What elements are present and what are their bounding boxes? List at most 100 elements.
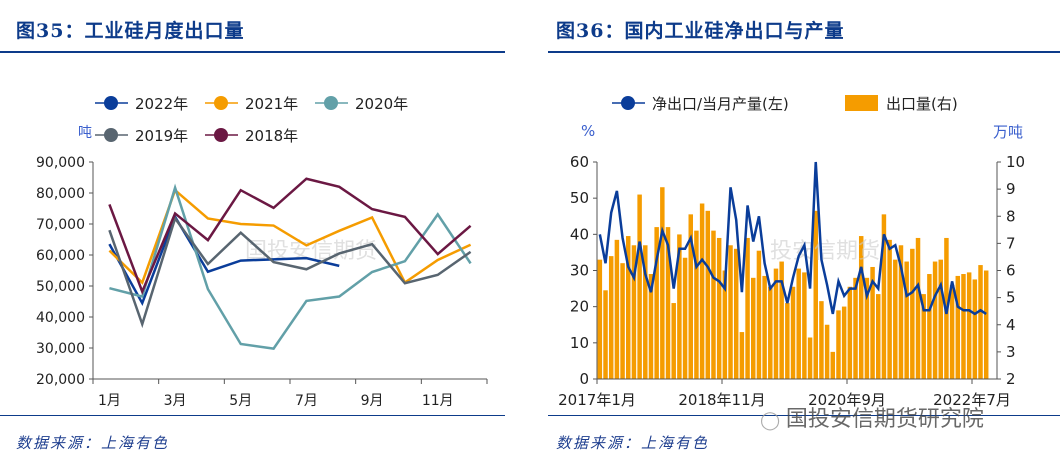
wechat-watermark: ◯ 国投安信期货研究院 xyxy=(760,401,984,433)
export-bar xyxy=(756,250,762,379)
legend-dot-marker xyxy=(214,128,228,142)
right-right-y-tick-label: 9 xyxy=(1006,180,1016,198)
right-right-y-tick-label: 6 xyxy=(1006,262,1016,280)
export-bar xyxy=(739,332,745,379)
export-bar xyxy=(961,274,966,379)
export-bar xyxy=(966,272,972,379)
export-bar xyxy=(751,277,756,379)
export-bar xyxy=(876,294,881,379)
export-bar xyxy=(904,261,909,379)
export-bar xyxy=(807,337,813,379)
export-bar xyxy=(694,230,699,379)
left-y-tick-label: 90,000 xyxy=(36,155,85,171)
left-y-tick-label: 50,000 xyxy=(36,279,85,295)
export-bar xyxy=(813,210,818,379)
series-line-2021年 xyxy=(108,188,472,285)
export-bar xyxy=(819,301,824,379)
right-left-y-tick-label: 60 xyxy=(570,153,589,171)
export-bar xyxy=(898,245,904,379)
left-y-tick-label: 70,000 xyxy=(36,217,85,233)
legend-dot-marker xyxy=(621,96,635,110)
left-x-tick-label: 9月 xyxy=(361,393,384,409)
right-right-y-tick-label: 8 xyxy=(1006,207,1016,225)
right-x-tick-label: 2020年9月 xyxy=(808,391,886,409)
left-chart-title: 图35：工业硅月度出口量 xyxy=(16,20,245,42)
export-bar xyxy=(631,245,637,379)
left-source: 数据来源：上海有色 xyxy=(16,434,170,452)
right-left-y-tick-label: 10 xyxy=(570,334,589,352)
export-bar xyxy=(847,286,853,379)
export-bar xyxy=(597,259,603,379)
series-line-2018年 xyxy=(108,177,472,295)
export-bar xyxy=(654,227,659,379)
export-bar xyxy=(978,265,983,379)
legend-label: 出口量(右) xyxy=(886,95,958,113)
left-x-tick-label: 3月 xyxy=(164,393,187,409)
export-bar xyxy=(728,245,733,379)
export-bar xyxy=(910,248,915,379)
export-bar xyxy=(858,236,864,379)
legend-dot-marker xyxy=(104,96,118,110)
right-right-y-tick-label: 4 xyxy=(1006,316,1016,334)
export-bar xyxy=(626,236,631,379)
wechat-icon: ◯ xyxy=(760,410,786,431)
export-bar xyxy=(768,286,773,379)
right-right-y-tick-label: 7 xyxy=(1006,234,1016,252)
export-bar xyxy=(881,214,887,379)
right-source: 数据来源：上海有色 xyxy=(556,434,710,452)
right-left-y-tick-label: 20 xyxy=(570,298,589,316)
export-bar xyxy=(938,259,943,379)
export-bar xyxy=(716,237,722,379)
export-bar xyxy=(660,187,665,379)
left-x-tick-label: 1月 xyxy=(98,393,121,409)
legend-label: 2018年 xyxy=(245,127,298,145)
export-bar xyxy=(796,268,801,379)
export-bar xyxy=(921,294,926,379)
legend-label: 2020年 xyxy=(355,95,408,113)
net-export-ratio-line xyxy=(598,161,987,316)
export-bar xyxy=(711,230,716,379)
left-y-tick-label: 40,000 xyxy=(36,310,85,326)
legend-label: 2022年 xyxy=(135,95,188,113)
export-bar xyxy=(864,277,870,379)
left-x-tick-label: 5月 xyxy=(229,393,252,409)
legend-label: 2021年 xyxy=(245,95,298,113)
export-bar xyxy=(915,237,921,379)
export-bar xyxy=(802,272,807,379)
right-x-tick-label: 2017年1月 xyxy=(558,391,636,409)
right-chart-title: 图36：国内工业硅净出口与产量 xyxy=(556,20,845,42)
export-bar xyxy=(671,303,676,379)
left-y-tick-label: 80,000 xyxy=(36,186,85,202)
series-line-2022年 xyxy=(108,214,340,307)
right-left-y-tick-label: 40 xyxy=(570,225,589,243)
export-bar xyxy=(643,245,648,379)
right-right-y-tick-label: 10 xyxy=(1006,153,1025,171)
left-footer-divider xyxy=(0,415,505,416)
legend-label: 净出口/当月产量(左) xyxy=(652,95,789,113)
export-bar xyxy=(648,274,654,379)
series-line-2020年 xyxy=(109,183,472,350)
left-y-tick-label: 20,000 xyxy=(36,372,85,388)
export-bar xyxy=(841,306,847,379)
right-left-unit-label: % xyxy=(581,122,595,140)
export-bar xyxy=(677,234,682,379)
right-right-y-tick-label: 2 xyxy=(1006,370,1016,388)
right-footer-divider xyxy=(548,415,1060,416)
left-title-divider xyxy=(0,51,505,53)
export-bar xyxy=(688,214,693,379)
left-x-tick-label: 11月 xyxy=(422,393,454,409)
export-bar xyxy=(887,239,892,379)
series-line-2019年 xyxy=(108,215,472,329)
export-bar xyxy=(762,275,767,379)
right-x-tick-label: 2022年7月 xyxy=(933,391,1011,409)
export-bar xyxy=(836,310,841,379)
export-bar xyxy=(972,279,978,379)
export-bar xyxy=(699,203,705,379)
export-bar xyxy=(949,284,955,379)
export-bar xyxy=(733,248,739,379)
legend-bar-marker xyxy=(845,95,878,111)
legend-label: 2019年 xyxy=(135,127,188,145)
legend-dot-marker xyxy=(104,128,118,142)
export-bar xyxy=(620,263,625,379)
